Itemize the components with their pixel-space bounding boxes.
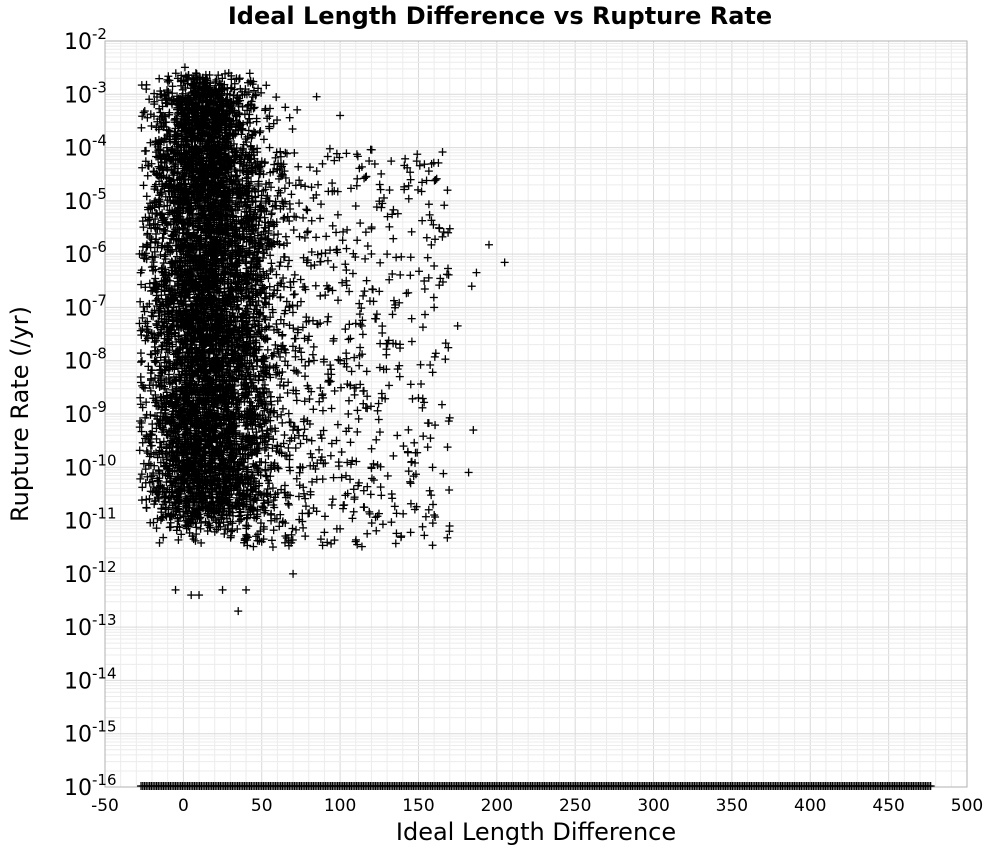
data-point — [245, 69, 254, 78]
data-point — [277, 410, 286, 419]
data-point — [271, 340, 280, 349]
data-point — [139, 223, 148, 232]
data-point — [136, 393, 145, 402]
data-point — [299, 523, 308, 532]
data-point — [280, 431, 289, 440]
data-point — [171, 69, 180, 78]
data-point — [274, 230, 283, 239]
data-point — [137, 496, 146, 505]
data-point — [249, 542, 258, 551]
data-point — [276, 152, 285, 161]
data-point — [153, 514, 162, 523]
data-point — [143, 171, 152, 180]
data-point — [214, 71, 223, 80]
data-point — [146, 350, 155, 359]
data-point — [141, 478, 150, 487]
data-point — [155, 538, 164, 547]
data-point — [278, 404, 287, 413]
data-point — [142, 504, 151, 513]
data-point — [155, 74, 164, 83]
data-point — [135, 446, 144, 455]
data-point — [137, 358, 146, 367]
data-point — [139, 459, 148, 468]
data-point — [174, 535, 183, 544]
data-point — [293, 301, 302, 310]
data-point — [146, 138, 155, 147]
data-point — [163, 75, 172, 84]
data-point — [197, 538, 206, 547]
data-point — [137, 81, 146, 90]
data-point — [136, 474, 145, 483]
data-point — [271, 153, 280, 162]
data-point — [142, 85, 151, 94]
data-point — [136, 349, 145, 358]
data-point — [159, 533, 168, 542]
data-point — [138, 483, 147, 492]
data-point — [268, 543, 277, 552]
data-point — [308, 350, 317, 359]
data-point — [309, 405, 318, 414]
data-point — [147, 121, 156, 130]
data-point — [259, 135, 268, 144]
data-point — [145, 279, 154, 288]
data-point — [293, 105, 302, 114]
data-points — [135, 63, 935, 790]
data-point — [165, 523, 174, 532]
data-point — [300, 397, 309, 406]
data-point — [290, 212, 299, 221]
data-point — [136, 372, 145, 381]
